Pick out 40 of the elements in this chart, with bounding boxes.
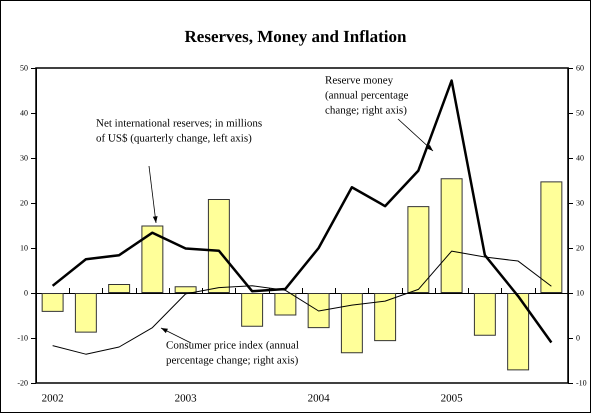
y-tick-label: 0: [24, 288, 28, 298]
y-tick-label: 50: [20, 64, 28, 72]
bar: [241, 293, 264, 327]
x-tick-label: 2002: [42, 392, 64, 404]
bar: [540, 181, 562, 293]
bar: [440, 178, 463, 293]
bar: [407, 206, 430, 293]
y-tick-label: -20: [17, 378, 28, 388]
y-tick-label: 20: [20, 198, 28, 208]
bar: [507, 293, 530, 370]
bar: [274, 293, 296, 316]
bar: [141, 226, 164, 293]
y2-tick-label: -10: [576, 378, 587, 388]
annotation: Reserve money (annual percentage change; right axis): [325, 74, 412, 116]
bar: [74, 293, 97, 333]
bar: [340, 293, 363, 354]
bar: [42, 293, 64, 312]
x-tick-label: 2005: [440, 392, 464, 404]
y2-tick-label: 40: [576, 154, 584, 162]
annotation: Consumer price index (annual percentage change; right axis): [166, 340, 302, 366]
bar: [474, 293, 496, 336]
bar: [208, 198, 230, 293]
bar: [308, 293, 330, 328]
chart-title: Reserves, Money and Inflation: [184, 27, 408, 46]
y-tick-label: 40: [20, 108, 28, 118]
bar: [174, 286, 197, 293]
y-tick-label: 30: [20, 154, 28, 162]
bar: [374, 293, 396, 342]
bar: [108, 284, 130, 293]
y2-tick-label: 0: [576, 334, 580, 342]
y2-tick-label: 30: [576, 198, 584, 208]
y2-tick-label: 10: [576, 288, 584, 298]
y2-tick-label: 50: [576, 108, 584, 118]
y-tick-label: 10: [20, 244, 28, 252]
y2-tick-label: 20: [576, 244, 584, 252]
annotation: Net international reserves; in millions of US$ (quarterly change, left axis): [96, 118, 265, 144]
y-tick-label: -10: [17, 334, 28, 342]
y2-tick-label: 60: [576, 64, 584, 72]
x-tick-label: 2004: [308, 392, 330, 404]
x-tick-label: 2003: [174, 392, 198, 404]
